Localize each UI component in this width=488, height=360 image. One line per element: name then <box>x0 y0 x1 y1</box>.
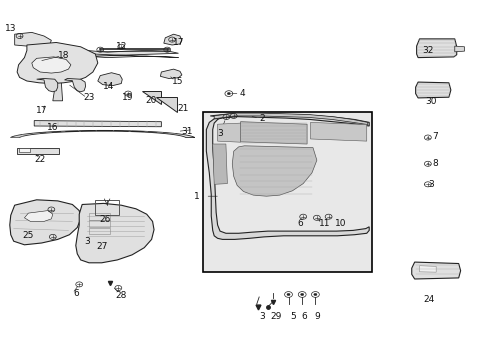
Circle shape <box>300 293 303 296</box>
Text: 3: 3 <box>217 129 223 138</box>
Bar <box>95 200 119 215</box>
Polygon shape <box>163 34 182 45</box>
Circle shape <box>286 293 289 296</box>
Polygon shape <box>17 148 59 154</box>
Polygon shape <box>415 82 450 98</box>
Polygon shape <box>11 130 194 138</box>
Polygon shape <box>156 97 177 112</box>
Text: 17: 17 <box>172 38 184 47</box>
Text: 24: 24 <box>422 295 434 304</box>
Polygon shape <box>240 122 306 144</box>
Text: 26: 26 <box>99 215 111 224</box>
Polygon shape <box>416 39 456 58</box>
Polygon shape <box>32 57 71 73</box>
Text: 14: 14 <box>102 82 114 91</box>
Circle shape <box>227 93 230 95</box>
Polygon shape <box>15 32 51 48</box>
Polygon shape <box>214 113 367 125</box>
Polygon shape <box>160 69 182 78</box>
Circle shape <box>313 293 316 296</box>
Text: 10: 10 <box>334 219 346 228</box>
Text: 7: 7 <box>431 132 437 141</box>
Text: 1: 1 <box>194 192 200 201</box>
Text: 32: 32 <box>421 46 433 55</box>
Text: 2: 2 <box>259 113 265 122</box>
Polygon shape <box>98 73 122 86</box>
Polygon shape <box>49 50 178 58</box>
Text: 5: 5 <box>289 312 295 321</box>
Text: 22: 22 <box>34 154 46 163</box>
Text: 29: 29 <box>270 312 282 321</box>
Polygon shape <box>17 42 98 84</box>
Text: 20: 20 <box>144 96 156 105</box>
Text: 25: 25 <box>22 231 34 240</box>
Polygon shape <box>19 148 30 152</box>
Text: 6: 6 <box>73 289 79 298</box>
Text: 13: 13 <box>5 24 17 33</box>
Polygon shape <box>48 52 58 79</box>
Text: 3: 3 <box>259 312 265 321</box>
Polygon shape <box>419 266 435 272</box>
Text: 8: 8 <box>431 159 437 168</box>
Polygon shape <box>76 203 154 263</box>
Polygon shape <box>37 78 58 92</box>
Bar <box>203 112 371 272</box>
Text: 9: 9 <box>313 312 319 321</box>
Text: 6: 6 <box>296 219 302 228</box>
Text: 31: 31 <box>181 127 192 136</box>
Polygon shape <box>310 122 366 141</box>
Polygon shape <box>212 144 227 184</box>
Text: 21: 21 <box>177 104 188 113</box>
Text: 16: 16 <box>47 123 59 132</box>
Text: 30: 30 <box>425 97 436 106</box>
Text: 3: 3 <box>427 180 433 189</box>
Polygon shape <box>64 78 85 92</box>
Text: 12: 12 <box>115 42 127 51</box>
Text: 3: 3 <box>84 238 90 246</box>
Polygon shape <box>454 46 464 52</box>
Polygon shape <box>24 211 53 221</box>
Text: 11: 11 <box>318 219 329 228</box>
Text: 6: 6 <box>301 312 306 321</box>
Polygon shape <box>10 200 81 245</box>
Text: 19: 19 <box>122 93 134 102</box>
Polygon shape <box>53 79 62 101</box>
Polygon shape <box>206 113 368 239</box>
Text: 15: 15 <box>171 77 183 85</box>
Polygon shape <box>411 262 460 279</box>
Polygon shape <box>34 121 161 127</box>
Text: 23: 23 <box>83 94 95 102</box>
Text: 28: 28 <box>115 292 127 300</box>
Text: 27: 27 <box>96 242 107 251</box>
Text: 17: 17 <box>36 106 47 115</box>
Polygon shape <box>232 146 316 196</box>
Polygon shape <box>142 91 161 104</box>
Text: 18: 18 <box>58 51 69 60</box>
Text: 4: 4 <box>239 89 245 98</box>
Polygon shape <box>217 123 240 142</box>
